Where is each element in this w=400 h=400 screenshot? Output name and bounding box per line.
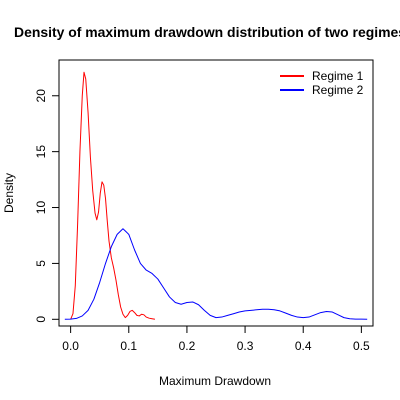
series-line-1 [70,71,156,320]
x-tick-label: 0.0 [62,339,79,353]
y-tick-label: 10 [34,201,48,215]
x-tick-label: 0.5 [353,339,370,353]
x-axis-title: Maximum Drawdown [159,374,271,388]
y-tick-label: 5 [34,260,48,267]
series-layer [64,71,368,320]
chart-title: Density of maximum drawdown distribution… [14,24,400,40]
legend-label-1: Regime 1 [312,69,364,83]
y-axis: 0 5 10 15 20 [34,89,59,323]
y-tick-label: 20 [34,89,48,103]
x-tick-label: 0.1 [120,339,137,353]
y-axis-title: Density [2,173,16,213]
x-tick-label: 0.2 [179,339,196,353]
x-tick-label: 0.3 [237,339,254,353]
y-tick-label: 0 [34,316,48,323]
x-axis: 0.0 0.1 0.2 0.3 0.4 0.5 [62,326,370,353]
y-tick-label: 15 [34,145,48,159]
plot-box [58,59,374,327]
series-line-2 [64,228,368,320]
legend-label-2: Regime 2 [312,83,364,97]
x-tick-label: 0.4 [295,339,312,353]
